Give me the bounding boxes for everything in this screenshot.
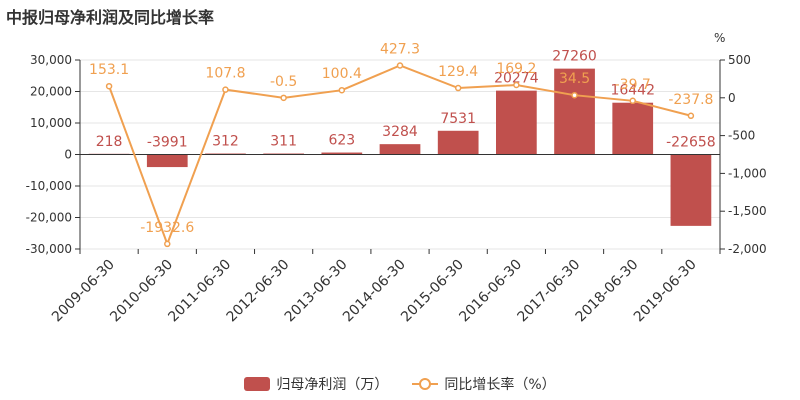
profit-bar (321, 152, 363, 155)
y-right-tick-label: 500 (728, 53, 751, 67)
legend-label-profit: 归母净利润（万） (276, 377, 389, 393)
profit-data-label: 218 (96, 134, 123, 150)
growth-point (629, 97, 636, 105)
profit-data-label: 7531 (440, 111, 476, 127)
y-left-tick-label: -20,000 (26, 211, 72, 225)
growth-data-label: -39.7 (615, 77, 651, 93)
y-right-tick-label: 0 (728, 91, 736, 105)
growth-point (338, 86, 346, 94)
profit-bar (496, 90, 537, 155)
y-right-tick-label: -2,000 (728, 242, 767, 256)
legend-item-growth[interactable]: 同比增长率（%） (412, 374, 556, 394)
growth-data-label: -0.5 (270, 74, 297, 90)
profit-bar (612, 102, 654, 155)
y-right-tick-label: -1,000 (728, 166, 767, 180)
chart-title: 中报归母净利润及同比增长率 (6, 8, 215, 27)
legend-bar-swatch (244, 377, 271, 391)
profit-data-label: 3284 (382, 124, 418, 140)
growth-data-label: 34.5 (559, 71, 590, 87)
growth-point (105, 82, 113, 90)
legend-label-growth: 同比增长率（%） (444, 377, 556, 393)
y-left-tick-label: -10,000 (26, 179, 72, 193)
growth-point (571, 91, 578, 99)
x-category-label: 2019-06-30 (631, 257, 700, 326)
legend-item-profit[interactable]: 归母净利润（万） (244, 374, 388, 394)
profit-data-label: 311 (270, 134, 297, 150)
growth-data-label: 427.3 (380, 41, 420, 57)
growth-point (280, 94, 287, 102)
profit-data-label: 16442 (610, 83, 655, 99)
profit-data-label: 623 (328, 133, 355, 149)
profit-data-label: 27260 (552, 49, 597, 65)
growth-point (513, 81, 520, 89)
y-left-tick-label: -30,000 (26, 242, 72, 256)
growth-data-label: -1932.6 (140, 220, 194, 236)
profit-bar (379, 144, 421, 155)
legend: 归母净利润（万） 同比增长率（%） (0, 374, 800, 394)
legend-line-swatch (412, 377, 439, 391)
y-left-tick-label: 0 (64, 148, 72, 162)
growth-point (687, 112, 695, 120)
profit-data-label: 20274 (494, 71, 539, 87)
growth-data-label: 129.4 (438, 64, 478, 80)
profit-bar (554, 68, 595, 155)
y-left-tick-label: 20,000 (30, 85, 72, 99)
growth-data-label: 107.8 (205, 66, 245, 82)
growth-point (164, 240, 171, 248)
growth-point (454, 84, 462, 92)
y-right-tick-label: -500 (728, 129, 755, 143)
growth-data-label: 169.2 (496, 61, 536, 77)
y-right-axis-label: % (714, 31, 725, 45)
growth-data-label: -237.8 (668, 92, 713, 108)
y-left-tick-label: 30,000 (30, 53, 72, 67)
growth-data-label: 153.1 (89, 62, 129, 78)
profit-bar (146, 154, 188, 168)
y-right-tick-label: -1,500 (728, 204, 767, 218)
profit-data-label: -22658 (666, 135, 716, 151)
growth-point (396, 62, 404, 69)
profit-data-label: -3991 (147, 135, 188, 151)
y-left-tick-label: 10,000 (30, 116, 72, 130)
growth-data-label: 100.4 (322, 66, 362, 82)
profit-bar (670, 154, 712, 226)
growth-point (222, 86, 229, 93)
profit-data-label: 312 (212, 134, 239, 150)
profit-bar (437, 130, 479, 155)
